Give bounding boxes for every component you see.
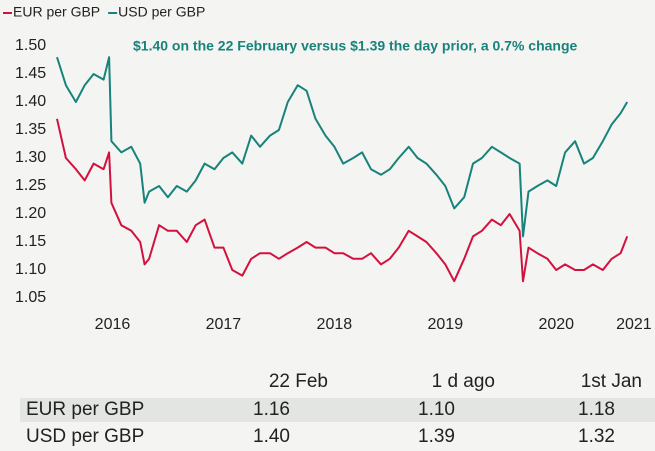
table-value: 1.39	[418, 426, 455, 447]
x-tick-label: 2021	[616, 316, 652, 333]
line-series	[56, 118, 629, 283]
y-tick-label: 1.10	[15, 261, 46, 278]
x-tick-label: 2017	[206, 316, 242, 333]
legend-label: USD per GBP	[118, 4, 205, 20]
y-tick-label: 1.45	[15, 65, 46, 82]
table-value: 1.32	[578, 426, 615, 447]
table-value: 1.10	[418, 399, 455, 420]
y-tick-label: 1.20	[15, 205, 46, 222]
row-shade	[20, 398, 655, 422]
row-label: USD per GBP	[26, 426, 145, 447]
row-label: EUR per GBP	[26, 399, 145, 420]
column-header: 1 d ago	[431, 371, 495, 392]
x-tick-label: 2019	[428, 316, 464, 333]
annotation: $1.40 on the 22 February versus $1.39 th…	[133, 38, 578, 54]
y-tick-label: 1.25	[15, 177, 46, 194]
y-tick-label: 1.30	[15, 149, 46, 166]
column-header: 22 Feb	[268, 371, 328, 392]
x-tick-label: 2020	[538, 316, 574, 333]
y-tick-label: 1.35	[15, 121, 46, 138]
x-tick-label: 2016	[95, 316, 131, 333]
table-value: 1.40	[253, 426, 290, 447]
y-tick-label: 1.15	[15, 233, 46, 250]
y-tick-label: 1.50	[15, 37, 46, 54]
column-header: 1st Jan	[580, 371, 642, 392]
y-tick-label: 1.05	[15, 289, 46, 306]
legend-label: EUR per GBP	[13, 4, 100, 20]
chart: $1.40 on the 22 February versus $1.39 th…	[3, 4, 652, 333]
table-value: 1.16	[253, 399, 290, 420]
line-series	[56, 56, 629, 238]
x-tick-label: 2018	[317, 316, 353, 333]
y-tick-label: 1.40	[15, 93, 46, 110]
table-value: 1.18	[578, 399, 615, 420]
